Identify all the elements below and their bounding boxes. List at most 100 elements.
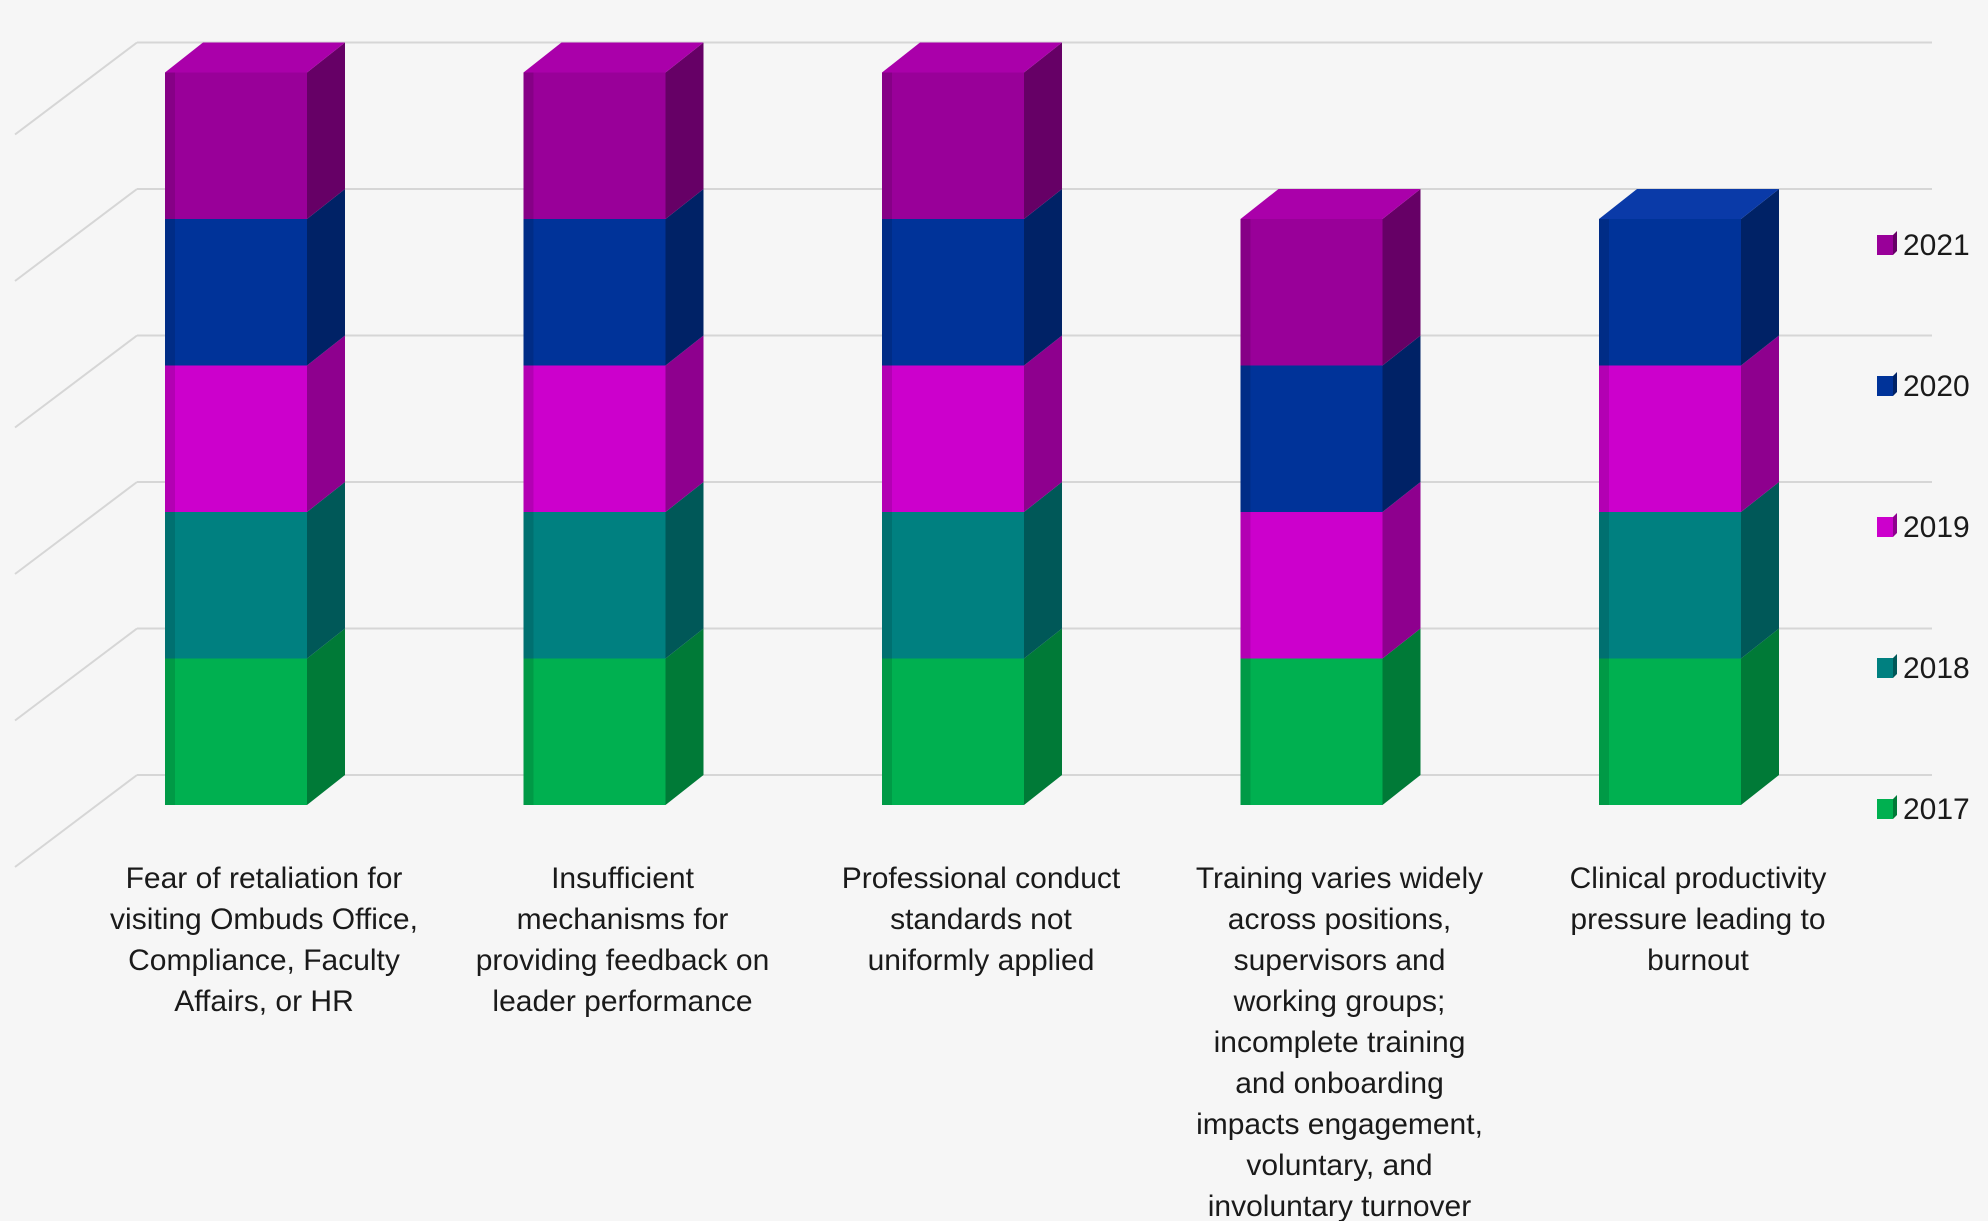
category-label-line: Fear of retaliation for [126, 862, 403, 895]
category-label: Fear of retaliation for visiting Ombuds O… [110, 862, 418, 1018]
bar-shade [165, 365, 175, 512]
bar-front [165, 365, 307, 512]
bar-shade [1599, 658, 1609, 805]
bar-segment-2017 [1240, 628, 1421, 805]
bar-shade [523, 512, 534, 659]
bar-segment-2018 [165, 482, 345, 659]
bar-shade [1240, 219, 1251, 366]
category-label-line: impacts engagement, [1196, 1108, 1483, 1141]
bar-top [165, 42, 345, 73]
bar-shade [523, 365, 534, 512]
bar-side [665, 482, 704, 659]
bar-front [1240, 658, 1383, 805]
bar-shade [165, 658, 175, 805]
bar-side [1024, 628, 1062, 805]
bar-side [1024, 42, 1062, 219]
bar-front [882, 219, 1024, 366]
bar-segment-2018 [523, 482, 704, 659]
category-labels: Fear of retaliation for visiting Ombuds O… [110, 862, 1826, 1221]
category-label-line: burnout [1647, 944, 1749, 977]
bar-side [665, 335, 704, 512]
bar-shade [882, 512, 892, 659]
bar-segment-2019 [523, 335, 704, 512]
bar-segment-2021 [165, 42, 345, 219]
bar-side [307, 335, 345, 512]
bar-segment-2021 [882, 42, 1062, 219]
bar-segment-2021 [523, 42, 704, 219]
category-label-line: Affairs, or HR [174, 985, 354, 1018]
gridline-wall [14, 334, 138, 429]
bars [165, 42, 1779, 805]
bar-side [307, 42, 345, 219]
bar-side [307, 628, 345, 805]
bar-segment-2021 [1240, 189, 1421, 366]
bar-side [1382, 482, 1421, 659]
bar-segment-2017 [523, 628, 704, 805]
category-label: Insufficient mechanisms for providing feed… [476, 862, 770, 1018]
legend-item-2019: 2019 [1877, 511, 1970, 544]
bar-segment-2018 [882, 482, 1062, 659]
gridline-wall [14, 188, 138, 282]
bar-front [882, 365, 1024, 512]
category-label-line: providing feedback on [476, 944, 770, 977]
bar-front [523, 72, 666, 219]
bar-front [1599, 658, 1741, 805]
bar-front [882, 72, 1024, 219]
category-label-line: leader performance [492, 985, 752, 1018]
gridline-wall [14, 774, 138, 868]
gridline-wall [14, 481, 138, 575]
bar-segment-2020 [882, 189, 1062, 366]
legend-swatch-side [1893, 231, 1897, 255]
bar-segment-2020 [1240, 335, 1421, 512]
bar-top [1240, 189, 1421, 219]
bar-shade [1240, 365, 1251, 512]
bar-segment-2018 [1599, 482, 1779, 659]
legend-swatch-side [1893, 513, 1897, 537]
bar-segment-2019 [165, 335, 345, 512]
bar-segment-2017 [1599, 628, 1779, 805]
bar-side [1382, 335, 1421, 512]
bar-side [1024, 482, 1062, 659]
bar-side [1382, 628, 1421, 805]
legend-label: 2019 [1903, 511, 1970, 544]
legend-swatch [1877, 517, 1893, 537]
bar-side [1024, 189, 1062, 366]
bar-front [523, 512, 666, 659]
bar-segment-2020 [1599, 189, 1779, 366]
legend-item-2020: 2020 [1877, 370, 1970, 403]
category-label-line: Training varies widely [1196, 862, 1483, 895]
category-label-line: supervisors and [1234, 944, 1446, 977]
category-label-line: Clinical productivity [1570, 862, 1827, 895]
bar-side [1024, 335, 1062, 512]
bar-shade [165, 72, 175, 219]
bar-side [1741, 482, 1779, 659]
bar-front [1240, 219, 1383, 366]
legend-item-2017: 2017 [1877, 793, 1970, 826]
bar-side [307, 189, 345, 366]
bar-top [523, 42, 704, 73]
category-label-line: Compliance, Faculty [128, 944, 400, 977]
category-label-line: uniformly applied [868, 944, 1095, 977]
category-label-line: involuntary turnover [1208, 1190, 1471, 1221]
legend-item-2018: 2018 [1877, 652, 1970, 685]
category-label: Training varies widely across positions, s… [1196, 862, 1483, 1221]
bar-front [165, 658, 307, 805]
bar-front [523, 365, 666, 512]
legend-label: 2021 [1903, 229, 1970, 262]
legend-label: 2018 [1903, 652, 1970, 685]
category-label-line: across positions, [1228, 903, 1451, 936]
bar-segment-2019 [1599, 335, 1779, 512]
bar-shade [882, 658, 892, 805]
category-label: Professional conduct standards not uniform… [842, 862, 1121, 977]
legend-label: 2017 [1903, 793, 1970, 826]
legend-item-2021: 2021 [1877, 229, 1970, 262]
bar-front [523, 219, 666, 366]
bar-front [1599, 512, 1741, 659]
bar-side [665, 628, 704, 805]
bar-shade [1599, 219, 1609, 366]
bar-shade [165, 512, 175, 659]
legend-swatch [1877, 658, 1893, 678]
legend-swatch-side [1893, 372, 1897, 396]
category-label-line: pressure leading to [1570, 903, 1825, 936]
legend: 2021 2020 2019 2018 2017 [1877, 229, 1970, 826]
